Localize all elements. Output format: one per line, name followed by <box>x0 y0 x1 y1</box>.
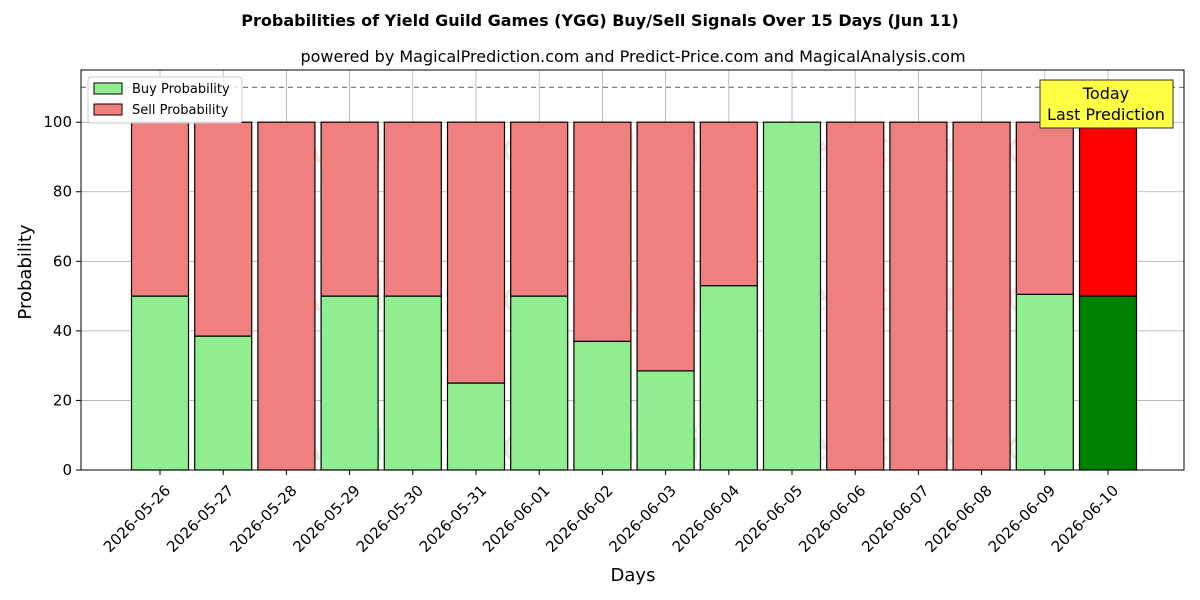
legend: Buy Probability Sell Probability <box>87 76 243 124</box>
sell-bar <box>826 121 885 471</box>
x-axis-label: Days <box>611 565 656 586</box>
annotation-line-1: Today <box>1082 84 1129 103</box>
x-tick-label: 2026-05-30 <box>353 482 427 556</box>
sell-bar <box>130 121 190 297</box>
sell-bar <box>446 121 506 384</box>
bars <box>130 121 1138 471</box>
x-ticks: 2026-05-262026-05-272026-05-282026-05-29… <box>100 470 1122 556</box>
x-tick-label: 2026-05-31 <box>416 482 490 556</box>
x-tick-label: 2026-06-05 <box>732 482 806 556</box>
sell-bar <box>636 121 695 372</box>
sell-bar <box>1078 121 1138 297</box>
x-tick-label: 2026-06-03 <box>605 482 679 556</box>
buy-bar <box>446 382 506 471</box>
buy-bar <box>1015 293 1074 471</box>
buy-bar <box>383 295 442 471</box>
x-tick-label: 2026-05-27 <box>163 482 237 556</box>
buy-bar <box>1078 295 1138 471</box>
y-axis-label: Probability <box>15 224 36 319</box>
sell-bar <box>1015 121 1074 295</box>
x-tick-label: 2026-06-01 <box>479 482 553 556</box>
sell-bar <box>573 121 632 342</box>
y-tick-label: 60 <box>53 252 72 270</box>
x-tick-label: 2026-05-28 <box>226 482 300 556</box>
y-ticks: 0 20 40 60 80 100 <box>43 113 81 479</box>
buy-bar <box>510 295 569 471</box>
y-tick-label: 80 <box>53 183 72 201</box>
annotation-line-2: Last Prediction <box>1047 105 1165 124</box>
plot-frame <box>80 69 1185 471</box>
sell-bar <box>952 121 1011 471</box>
chart-subtitle: powered by MagicalPrediction.com and Pre… <box>300 47 965 66</box>
buy-bar <box>130 295 190 471</box>
sell-bar <box>383 121 442 297</box>
x-tick-label: 2026-06-09 <box>985 482 1059 556</box>
buy-bar <box>320 295 379 471</box>
x-tick-label: 2026-06-08 <box>921 482 995 556</box>
legend-swatch <box>93 82 123 95</box>
sell-bar <box>320 121 379 297</box>
sell-bar <box>699 121 758 287</box>
y-tick-label: 100 <box>43 113 72 131</box>
buy-bar <box>573 340 632 471</box>
legend-label: Buy Probability <box>132 82 230 97</box>
x-tick-label: 2026-05-29 <box>289 482 363 556</box>
buy-bar <box>699 285 758 471</box>
legend-label: Sell Probability <box>132 103 229 118</box>
y-tick-label: 40 <box>53 322 72 340</box>
y-tick-label: 20 <box>53 391 72 409</box>
chart-title: Probabilities of Yield Guild Games (YGG)… <box>241 11 958 30</box>
sell-bar <box>889 121 948 471</box>
x-tick-label: 2026-06-02 <box>542 482 616 556</box>
x-tick-label: 2026-06-04 <box>669 482 743 556</box>
legend-box <box>87 76 243 124</box>
annotation-box <box>1039 79 1174 129</box>
sell-bar <box>194 121 253 337</box>
x-tick-label: 2026-06-07 <box>858 482 932 556</box>
sell-bar <box>257 121 316 471</box>
today-annotation: Today Last Prediction <box>1039 79 1174 129</box>
x-tick-label: 2026-06-10 <box>1048 482 1122 556</box>
y-tick-label: 0 <box>62 461 72 479</box>
buy-bar <box>636 370 695 471</box>
sell-bar <box>510 121 569 297</box>
x-tick-label: 2026-06-06 <box>795 482 869 556</box>
buy-bar <box>762 121 822 471</box>
legend-swatch <box>93 103 123 116</box>
x-tick-label: 2026-05-26 <box>100 482 174 556</box>
buy-bar <box>194 335 253 471</box>
